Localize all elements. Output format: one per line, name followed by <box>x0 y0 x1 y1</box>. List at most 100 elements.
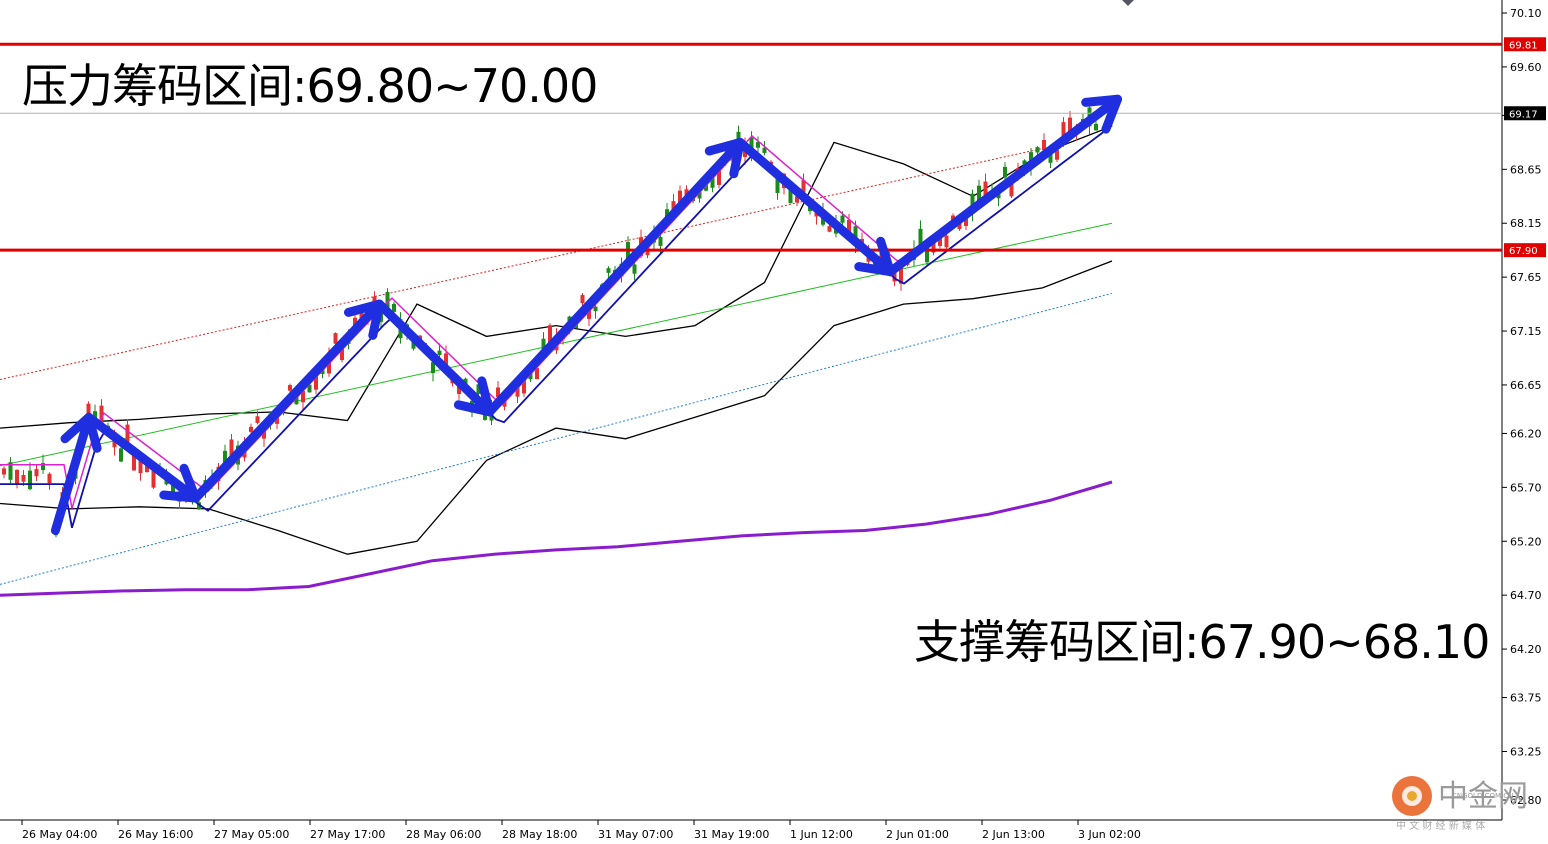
horizontal-levels <box>0 42 1502 252</box>
candle-body <box>925 245 929 263</box>
candle-body <box>717 167 721 185</box>
candle-body <box>392 303 396 312</box>
candle-body <box>249 426 253 432</box>
candle-body <box>606 268 611 273</box>
y-tick-label: 68.15 <box>1510 217 1542 230</box>
bollinger-upper-path <box>0 125 1113 429</box>
swing-arrows <box>50 94 1123 535</box>
support-annotation: 支撑筹码区间:67.90~68.10 <box>914 615 1490 669</box>
candle-body <box>749 137 754 155</box>
candle-body <box>678 190 682 206</box>
candle-body <box>1009 182 1014 197</box>
candle-body <box>814 212 819 217</box>
candle-body <box>795 196 799 203</box>
candle-body <box>288 385 292 391</box>
candle-body <box>119 448 123 462</box>
candle-body <box>483 413 487 420</box>
swing-arrow <box>84 412 201 503</box>
candle-body <box>658 236 663 246</box>
candle-body <box>47 473 52 484</box>
candle-body <box>138 458 143 474</box>
x-axis: 26 May 04:00 26 May 16:00 27 May 05:00 27 M… <box>21 820 1141 841</box>
candle-body <box>840 215 845 223</box>
swing-arrow <box>50 412 94 535</box>
x-tick-label: 2 Jun 13:00 <box>982 828 1045 841</box>
candle-body <box>301 391 305 403</box>
candle-body <box>918 228 923 246</box>
price-tag-label: 67.90 <box>1509 246 1538 257</box>
candle-body <box>671 201 676 210</box>
candle-body <box>522 377 526 394</box>
bollinger-bands <box>0 125 1113 555</box>
candle-body <box>944 235 949 248</box>
candle-body <box>580 295 585 304</box>
candle-body <box>632 264 637 274</box>
price-tag <box>1504 106 1546 121</box>
x-tick-label: 1 Jun 12:00 <box>790 828 853 841</box>
candle-body <box>223 450 227 463</box>
candle-body <box>1055 150 1059 160</box>
x-tick-label: 27 May 17:00 <box>310 828 385 841</box>
y-tick-label: 63.75 <box>1510 692 1542 705</box>
candle-body <box>99 405 104 423</box>
trend-lines <box>0 141 1113 585</box>
y-tick-label: 63.25 <box>1510 745 1542 758</box>
candle-body <box>2 468 6 475</box>
candle-body <box>28 470 32 490</box>
candle-body <box>340 346 344 361</box>
candle-body <box>197 502 201 510</box>
candle-body <box>262 429 266 439</box>
chart-shift-marker-icon[interactable] <box>1122 0 1134 6</box>
candle-body <box>710 174 715 188</box>
candle-body <box>756 141 760 148</box>
candle-body <box>132 452 136 471</box>
y-tick-label: 64.70 <box>1510 589 1542 602</box>
x-tick-label: 27 May 05:00 <box>214 828 289 841</box>
candle-body <box>899 265 903 284</box>
candle-body <box>964 214 968 226</box>
candle-body <box>827 226 832 232</box>
candle-body <box>801 180 806 193</box>
candle-body <box>353 317 357 327</box>
candle-body <box>15 469 19 485</box>
x-tick-label: 3 Jun 02:00 <box>1078 828 1141 841</box>
candle-body <box>34 469 39 477</box>
y-tick-label: 70.10 <box>1510 7 1542 20</box>
price-tags: 69.81 69.17 67.90 <box>1504 37 1546 258</box>
y-tick-label: 66.65 <box>1510 379 1542 392</box>
candle-body <box>853 226 858 245</box>
candle-body <box>957 222 962 230</box>
candle-body <box>1048 152 1053 163</box>
candle-body <box>255 416 260 423</box>
y-tick-label: 64.20 <box>1510 643 1542 656</box>
swing-arrow <box>485 137 745 417</box>
candle-body <box>314 372 318 390</box>
upper-channel-line <box>0 141 1071 381</box>
x-tick-label: 26 May 04:00 <box>22 828 97 841</box>
candle-body <box>697 191 702 199</box>
candle-body <box>548 325 552 344</box>
candle-body <box>125 424 130 443</box>
candle-body <box>535 368 539 380</box>
candle-body <box>970 193 975 213</box>
candle-body <box>93 411 97 420</box>
price-tag <box>1504 37 1546 52</box>
watermark-slogan: 中 文 财 经 新 媒 体 <box>1396 819 1485 832</box>
watermark-logo: 中金网 CNGOLD.COM.CN 中 文 财 经 新 媒 体 <box>1392 776 1528 832</box>
y-axis: 70.1069.6069.1568.6568.1567.6567.1566.65… <box>1502 7 1542 807</box>
candle-body <box>788 186 793 204</box>
watermark-domain: CNGOLD.COM.CN <box>1452 792 1513 800</box>
candle-body <box>307 384 312 393</box>
price-tag-label: 69.81 <box>1509 40 1538 51</box>
y-tick-label: 62.80 <box>1510 794 1542 807</box>
candle-body <box>665 209 669 219</box>
candle-body <box>847 219 851 237</box>
candle-body <box>1042 140 1046 151</box>
candle-body <box>229 439 234 459</box>
x-tick-label: 2 Jun 01:00 <box>886 828 949 841</box>
y-tick-label: 67.15 <box>1510 325 1542 338</box>
candle-body <box>431 362 435 374</box>
candle-body <box>86 403 91 415</box>
price-tag <box>1504 243 1546 258</box>
